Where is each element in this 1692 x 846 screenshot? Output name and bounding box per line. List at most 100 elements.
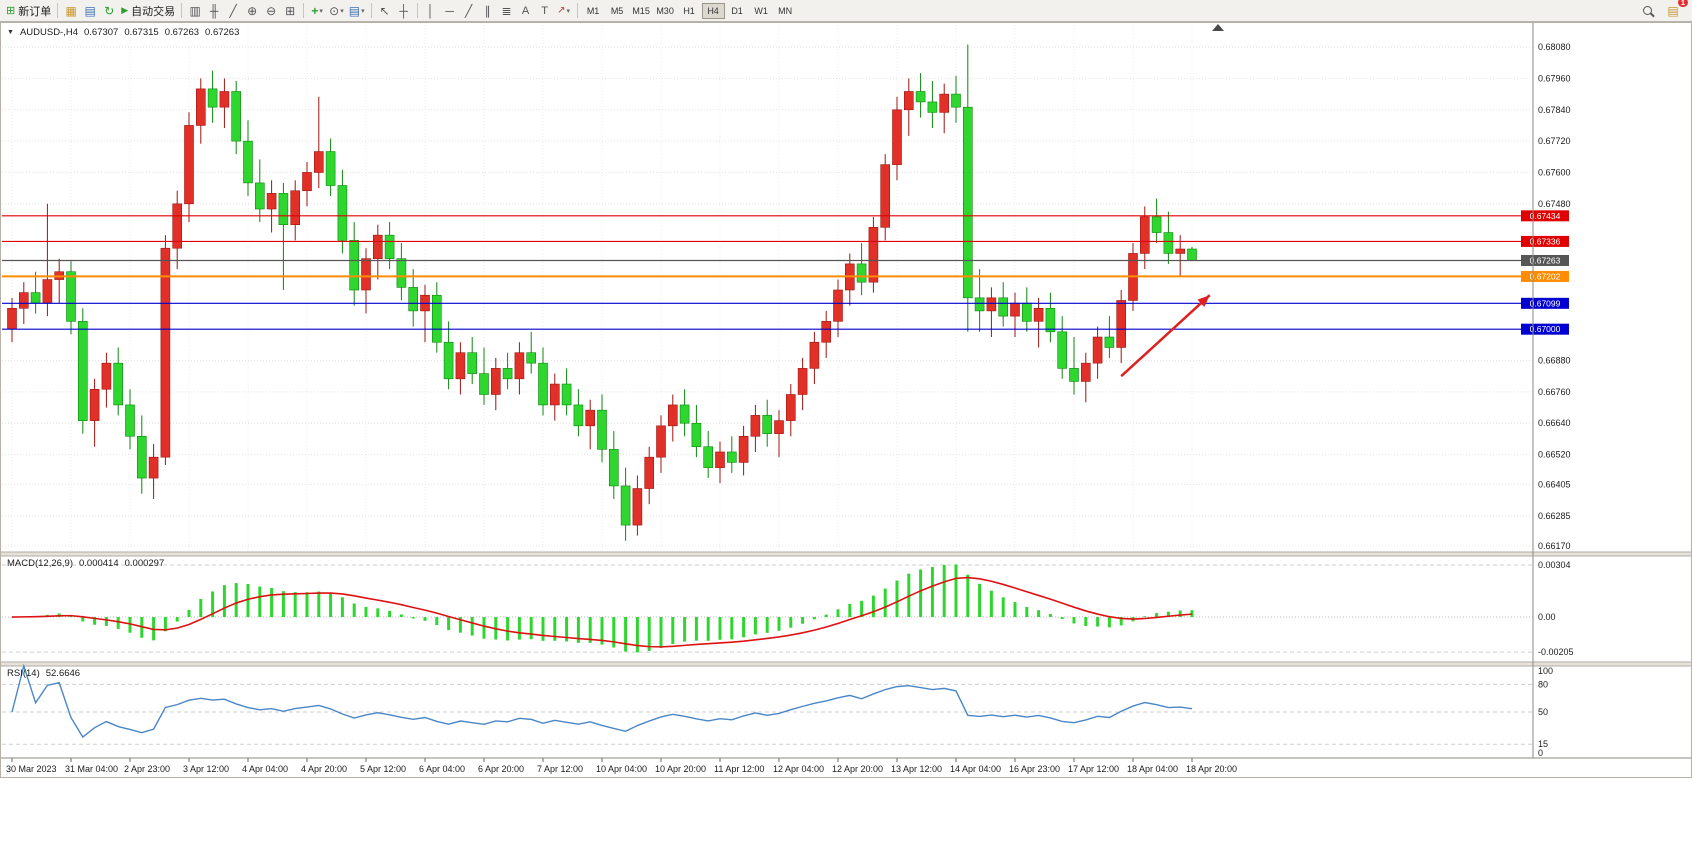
indicators-button[interactable]: + ▾	[308, 2, 326, 20]
candle	[644, 456, 655, 489]
candle	[18, 292, 29, 309]
candlestick-icon: ╫	[209, 3, 219, 18]
new-order-button[interactable]: ⊞ 新订单	[4, 2, 53, 20]
play-icon: ▶	[121, 5, 129, 15]
chevron-down-icon: ▾	[340, 7, 344, 15]
candle	[986, 297, 997, 312]
candle	[514, 352, 525, 380]
candle	[526, 352, 537, 364]
collapse-chart-icon[interactable]: ▼	[7, 29, 14, 36]
profiles-button[interactable]: ▤	[81, 2, 99, 20]
candle	[703, 446, 714, 468]
candle	[1104, 336, 1115, 348]
fibonacci-button[interactable]: ≣	[498, 2, 516, 20]
tab-timeframe-w1[interactable]: W1	[754, 5, 768, 16]
toolbar-separator	[303, 3, 305, 18]
auto-trading-button[interactable]: ▶ 自动交易	[119, 2, 177, 20]
candle	[266, 193, 277, 210]
tile-windows-icon: ⊞	[285, 3, 296, 18]
tab-timeframe-m1[interactable]: M1	[586, 5, 600, 16]
bar-chart-button[interactable]: ▥	[186, 2, 204, 20]
arrows-button[interactable]: ↗ ▾	[555, 2, 573, 20]
tab-timeframe-m30[interactable]: M30	[656, 5, 674, 16]
trend-arrow[interactable]	[1120, 294, 1211, 378]
refresh-button[interactable]: ↻	[100, 2, 118, 20]
tab-timeframe-mn[interactable]: MN	[778, 5, 793, 16]
charts-button[interactable]: ▦	[62, 2, 80, 20]
price-line-tag-value: 0.67202	[1530, 271, 1561, 281]
rsi-axis-label: 15	[1538, 739, 1548, 749]
text-button[interactable]: A	[517, 2, 535, 20]
candle	[66, 271, 76, 322]
candle	[1081, 362, 1091, 382]
channel-button[interactable]: ∥	[479, 2, 497, 20]
price-line-tag-value: 0.67263	[1530, 255, 1561, 265]
candle	[7, 307, 17, 330]
line-chart-button[interactable]: ╱	[224, 2, 242, 20]
time-axis-label: 10 Apr 20:00	[655, 764, 706, 774]
price-axis-label: 0.66405	[1538, 480, 1571, 490]
candle	[1021, 302, 1032, 322]
candle	[1010, 302, 1020, 317]
candle	[762, 415, 773, 434]
search-button[interactable]	[1638, 2, 1656, 20]
templates-button[interactable]: ▤ ▾	[347, 2, 367, 20]
toolbar-separator	[57, 3, 59, 18]
time-scale[interactable]	[0, 758, 1692, 778]
rsi-axis-label: 0	[1538, 748, 1543, 758]
label-tool-icon: T	[541, 4, 548, 17]
candle	[597, 409, 607, 450]
candle	[89, 388, 100, 421]
tab-timeframe-h4[interactable]: H4	[701, 2, 725, 19]
time-axis-label: 4 Apr 20:00	[301, 764, 347, 774]
price-scale[interactable]	[1533, 22, 1692, 758]
candle	[384, 234, 395, 259]
candle	[1057, 331, 1067, 369]
rsi-header: RSI(14) 52.6646	[7, 668, 80, 679]
candle	[774, 420, 784, 434]
vertical-line-button[interactable]: │	[422, 2, 440, 20]
zoom-in-icon: ⊕	[247, 3, 258, 18]
candle	[1092, 336, 1103, 364]
periods-button[interactable]: ⊙ ▾	[327, 2, 346, 20]
notifications-button[interactable]: ▤ 1	[1664, 0, 1688, 20]
price-line-tag-value: 0.67434	[1530, 211, 1561, 221]
candle	[207, 88, 218, 108]
label-button[interactable]: T	[536, 2, 554, 20]
rsi-line	[11, 663, 1193, 739]
trendline-button[interactable]: ╱	[460, 2, 478, 20]
candle	[679, 404, 690, 424]
candle	[809, 341, 820, 369]
candle	[1069, 368, 1079, 382]
chart-shift-marker[interactable]	[1212, 24, 1224, 31]
cursor-button[interactable]: ↖	[376, 2, 394, 20]
horizontal-line-button[interactable]: ─	[441, 2, 459, 20]
crosshair-button[interactable]: ┼	[395, 2, 413, 20]
ohlc-high: 0.67315	[124, 27, 159, 38]
tab-timeframe-d1[interactable]: D1	[731, 5, 743, 16]
price-line-tag	[1521, 297, 1569, 309]
zoom-in-button[interactable]: ⊕	[243, 2, 261, 20]
tile-windows-button[interactable]: ⊞	[281, 2, 299, 20]
candle	[467, 352, 478, 374]
price-line-tag	[1521, 323, 1569, 335]
candle	[915, 91, 926, 103]
zoom-out-button[interactable]: ⊖	[262, 2, 280, 20]
tab-timeframe-m15[interactable]: M15	[632, 5, 650, 16]
candle	[951, 93, 961, 108]
time-axis-label: 17 Apr 12:00	[1068, 764, 1119, 774]
tab-timeframe-h1[interactable]: H1	[683, 5, 695, 16]
price-axis-label: 0.66760	[1538, 387, 1571, 397]
price-line-tag-value: 0.67099	[1530, 298, 1561, 308]
candlestick-button[interactable]: ╫	[205, 2, 223, 20]
search-icon	[1642, 6, 1652, 15]
time-axis-label: 4 Apr 04:00	[242, 764, 288, 774]
tab-timeframe-m5[interactable]: M5	[610, 5, 624, 16]
pane-separator[interactable]	[0, 551, 1692, 557]
price-axis-label: 0.67600	[1538, 167, 1571, 177]
candle	[255, 182, 265, 210]
pane-separator[interactable]	[0, 661, 1692, 667]
candle	[1116, 300, 1126, 348]
time-axis-label: 10 Apr 04:00	[596, 764, 647, 774]
